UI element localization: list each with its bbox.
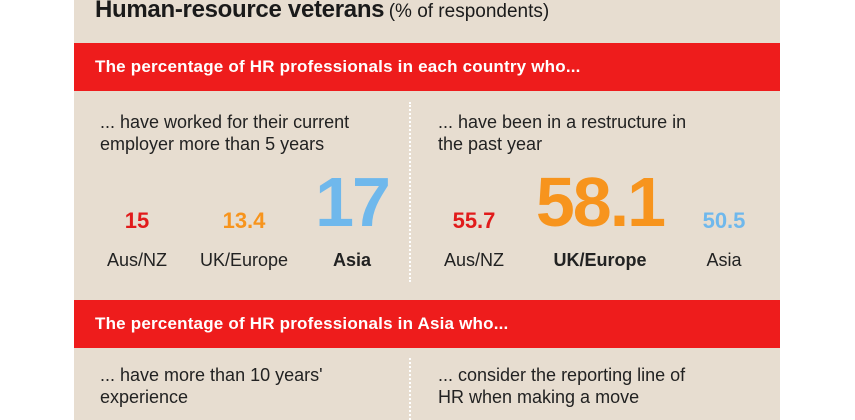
stat-label-uk-europe: UK/Europe — [553, 250, 647, 270]
stat-label-asia: Asia — [332, 250, 372, 270]
stat-value-asia: 50.5 — [702, 208, 746, 234]
section-banner-asia: The percentage of HR professionals in As… — [74, 300, 780, 348]
stat-value-uk-europe: 58.1 — [535, 163, 666, 241]
section-divider — [409, 102, 411, 282]
chart-1-caption: ... have worked for their current employ… — [100, 112, 350, 154]
stat-label-aus-nz: Aus/NZ — [443, 250, 505, 270]
stat-value-aus-nz: 15 — [124, 208, 150, 234]
stat-label-uk-europe: UK/Europe — [199, 250, 289, 270]
stat-value-uk-europe: 13.4 — [222, 208, 266, 234]
chart-2-caption: ... have been in a restructure in the pa… — [438, 112, 687, 154]
title-main: Human-resource veterans — [95, 0, 385, 23]
section-banner-countries: The percentage of HR professionals in ea… — [74, 43, 780, 91]
section2-left-caption: ... have more than 10 years' experience — [100, 365, 323, 407]
page-title: Human-resource veterans (% of respondent… — [95, 0, 549, 24]
title-subtitle: (% of respondents) — [388, 1, 550, 22]
stat-value-asia: 17 — [315, 163, 391, 241]
stat-label-aus-nz: Aus/NZ — [106, 250, 168, 270]
stat-value-aus-nz: 55.7 — [452, 208, 496, 234]
section2-right-caption: ... consider the reporting line of HR wh… — [438, 365, 686, 407]
section2-divider — [409, 358, 411, 420]
stat-label-asia: Asia — [706, 250, 742, 270]
